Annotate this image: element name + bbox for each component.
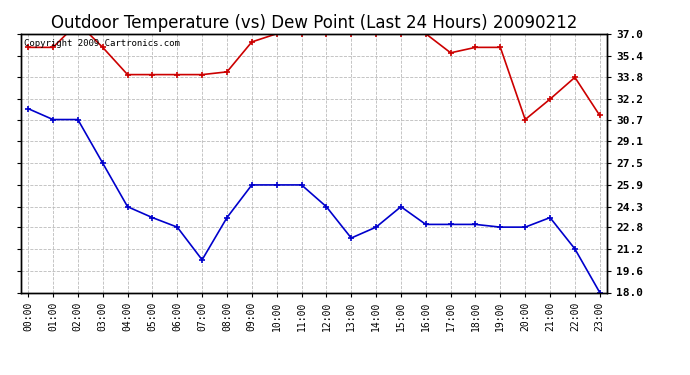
Title: Outdoor Temperature (vs) Dew Point (Last 24 Hours) 20090212: Outdoor Temperature (vs) Dew Point (Last… bbox=[51, 14, 577, 32]
Text: Copyright 2009 Cartronics.com: Copyright 2009 Cartronics.com bbox=[23, 39, 179, 48]
